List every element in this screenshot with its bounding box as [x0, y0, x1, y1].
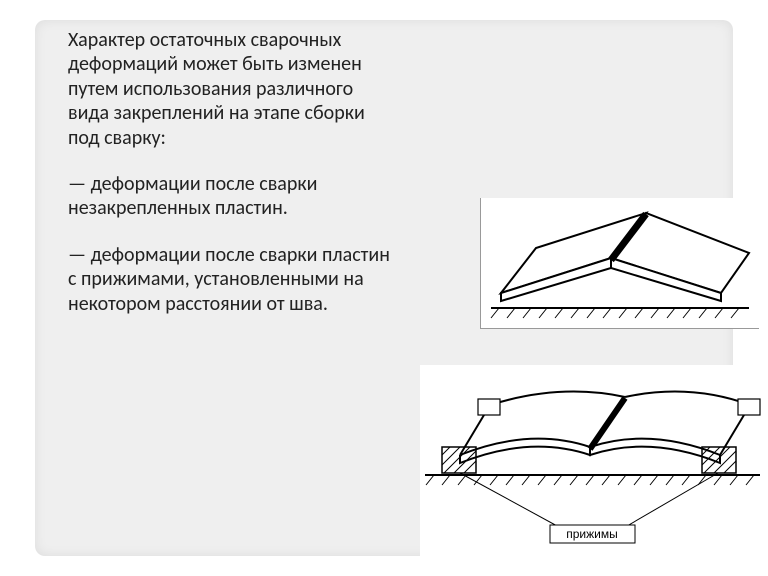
intro-paragraph: Характер остаточных сварочных деформаций… [68, 28, 398, 150]
slide: Характер остаточных сварочных деформаций… [0, 0, 768, 576]
text-column: Характер остаточных сварочных деформаций… [68, 28, 398, 338]
unclamped-plates-icon [481, 198, 759, 328]
list-item-2: — деформации после сварки пластин с приж… [68, 243, 398, 316]
figure-clamped-plates: прижимы [420, 365, 765, 560]
figure-unclamped-plates [480, 198, 759, 329]
list-item-1: — деформации после сварки незакрепленных… [68, 172, 398, 221]
clamped-plates-icon: прижимы [420, 365, 765, 560]
content-panel: Характер остаточных сварочных деформаций… [35, 20, 733, 556]
clamp-label-text: прижимы [566, 527, 617, 541]
